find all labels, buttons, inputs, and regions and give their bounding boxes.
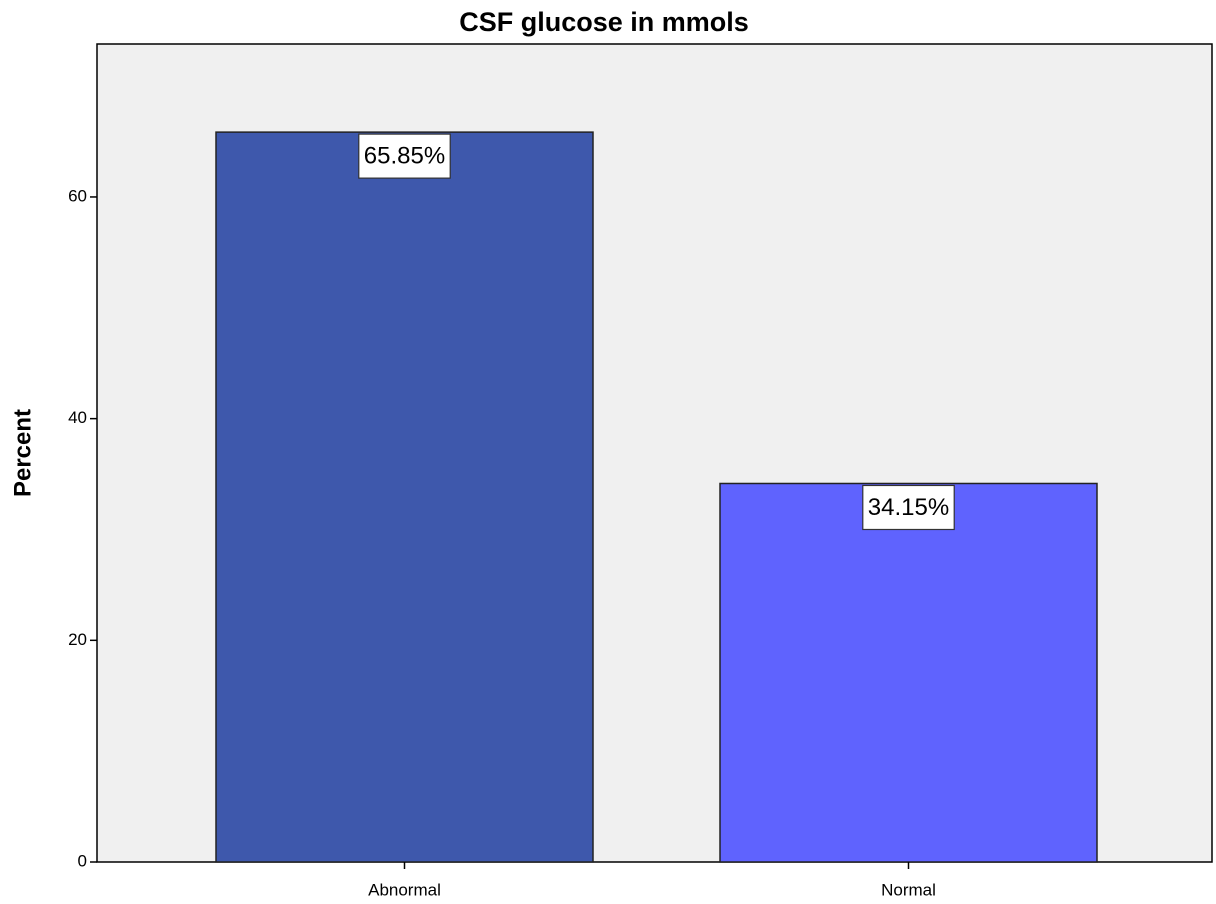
value-label: 65.85% <box>364 142 445 169</box>
x-tick-label: Abnormal <box>368 880 441 899</box>
value-label-box <box>358 133 451 179</box>
y-tick-label: 40 <box>68 408 87 427</box>
bar <box>215 131 594 863</box>
y-tick-label: 0 <box>78 851 87 870</box>
chart-title: CSF glucose in mmols <box>459 7 749 37</box>
value-label-box <box>862 484 955 531</box>
value-label: 34.15% <box>868 494 949 521</box>
y-tick-label: 60 <box>68 186 87 205</box>
y-axis-label: Percent <box>9 409 36 497</box>
bar <box>719 482 1098 863</box>
y-tick-label: 20 <box>68 630 87 649</box>
x-tick-label: Normal <box>881 880 936 899</box>
